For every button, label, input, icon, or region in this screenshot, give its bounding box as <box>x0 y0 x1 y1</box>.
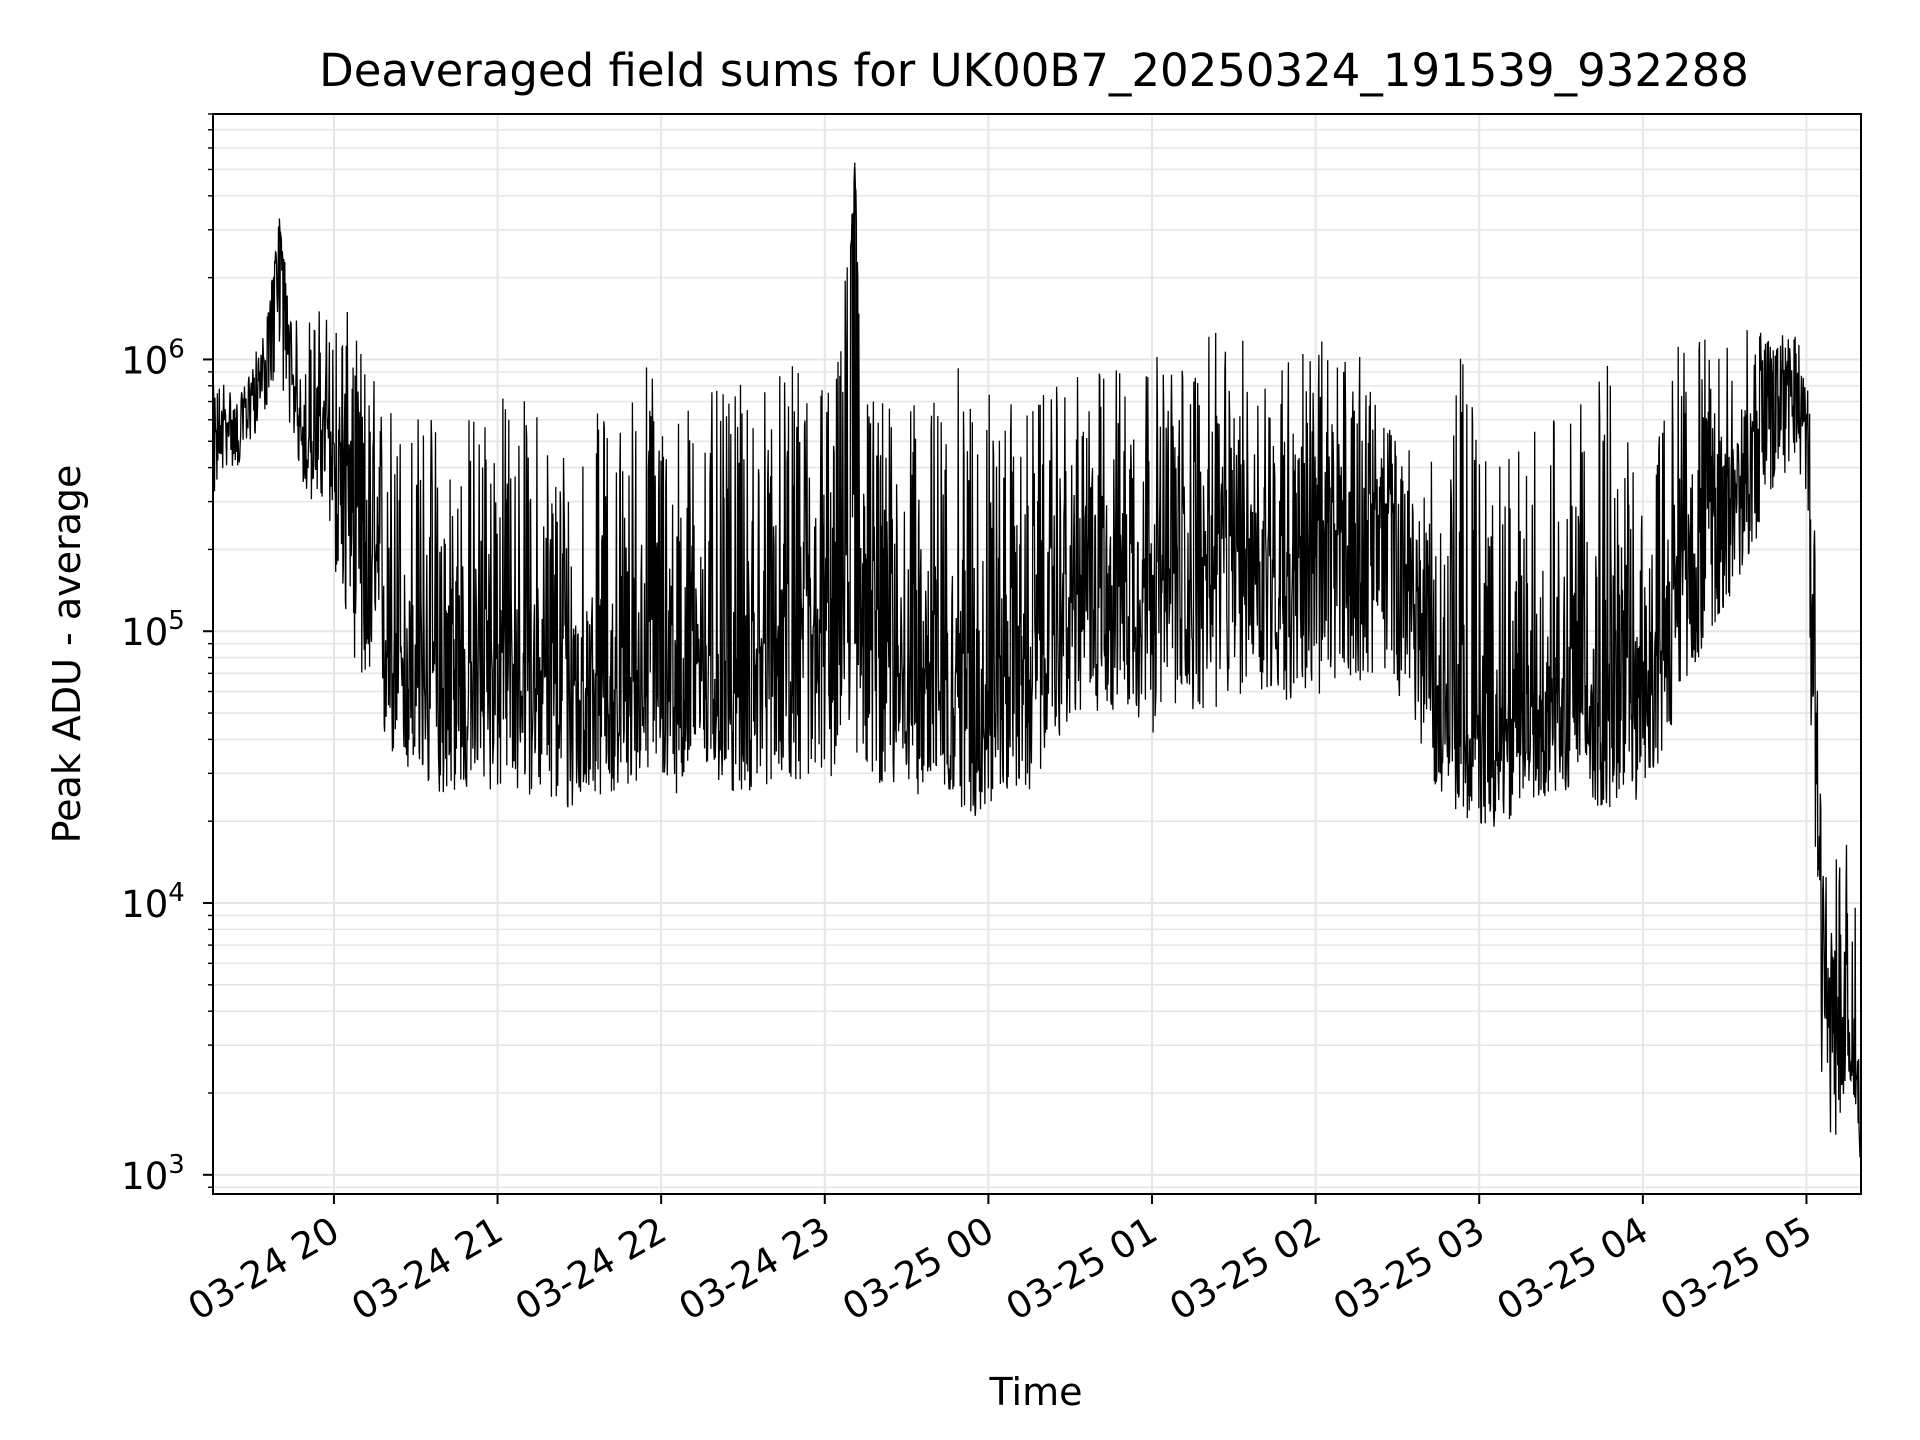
y-tick-label: 106 <box>121 334 185 382</box>
y-axis-label: Peak ADU - average <box>45 465 89 844</box>
y-tick-label: 103 <box>121 1150 185 1198</box>
y-tick-label: 105 <box>121 606 185 654</box>
chart-title: Deaveraged field sums for UK00B7_2025032… <box>319 44 1749 97</box>
y-tick-label: 104 <box>121 878 185 926</box>
plot-frame <box>212 113 1862 1195</box>
series-area <box>212 162 1862 1158</box>
x-axis-label: Time <box>989 1370 1083 1414</box>
series-line <box>212 162 1862 1158</box>
y-axis: 103 104 105 106 <box>121 113 213 1198</box>
